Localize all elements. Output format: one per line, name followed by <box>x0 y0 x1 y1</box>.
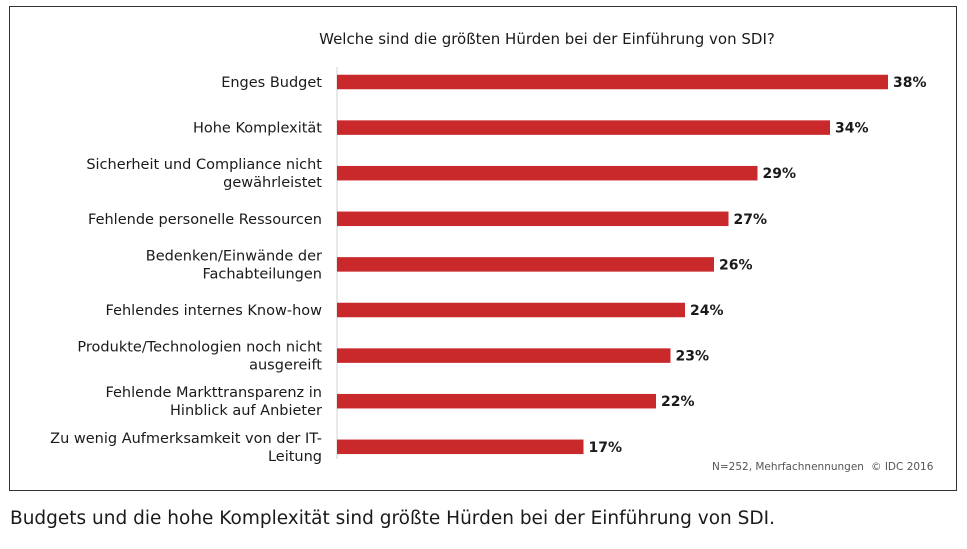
value-label-2: 29% <box>763 166 797 182</box>
category-label-6: Produkte/Technologien noch nicht ausgerei… <box>77 340 322 374</box>
bar-6 <box>337 348 671 363</box>
value-label-7: 22% <box>661 394 695 410</box>
bar-chart: Welche sind die größten Hürden bei der E… <box>50 30 934 473</box>
category-label-2: Sicherheit und Compliance nicht gewährlei… <box>86 157 322 191</box>
bar-0 <box>337 74 888 90</box>
value-label-8: 17% <box>589 440 623 456</box>
copyright-note: © IDC 2016 <box>871 461 934 473</box>
category-label-4: Bedenken/Einwände der Fachabteilungen <box>146 248 322 282</box>
bars-layer <box>337 74 888 455</box>
bar-8 <box>337 439 584 455</box>
figure-caption: Budgets und die hohe Komplexität sind gr… <box>10 508 775 529</box>
category-label-8: Zu wenig Aufmerksamkeit von der IT-Leitu… <box>50 431 322 465</box>
category-label-1: Hohe Komplexität <box>193 121 322 137</box>
value-label-0: 38% <box>893 75 927 91</box>
value-label-3: 27% <box>734 212 768 228</box>
category-label-5: Fehlendes internes Know-how <box>106 303 323 319</box>
bar-7 <box>337 393 656 409</box>
bar-4 <box>337 257 714 272</box>
sample-footnote: N=252, Mehrfachnennungen <box>712 461 864 473</box>
category-label-0: Enges Budget <box>221 75 322 91</box>
chart-frame: Welche sind die größten Hürden bei der E… <box>9 6 957 491</box>
category-labels: Enges Budget Hohe Komplexität Sicherheit u… <box>50 75 322 465</box>
chart-title: Welche sind die größten Hürden bei der E… <box>319 30 775 48</box>
category-label-3: Fehlende personelle Ressourcen <box>88 212 322 228</box>
value-label-6: 23% <box>676 349 710 365</box>
value-label-1: 34% <box>835 121 869 137</box>
category-label-7: Fehlende Markttransparenz in Hinblick auf… <box>105 385 322 419</box>
value-labels: 38% 34% 29% 27% 26% 24% 23% 22% 17% <box>589 75 927 456</box>
bar-5 <box>337 302 685 318</box>
bar-1 <box>337 120 830 135</box>
value-label-4: 26% <box>719 257 753 273</box>
bar-2 <box>337 165 758 181</box>
bar-3 <box>337 211 729 227</box>
value-label-5: 24% <box>690 303 724 319</box>
